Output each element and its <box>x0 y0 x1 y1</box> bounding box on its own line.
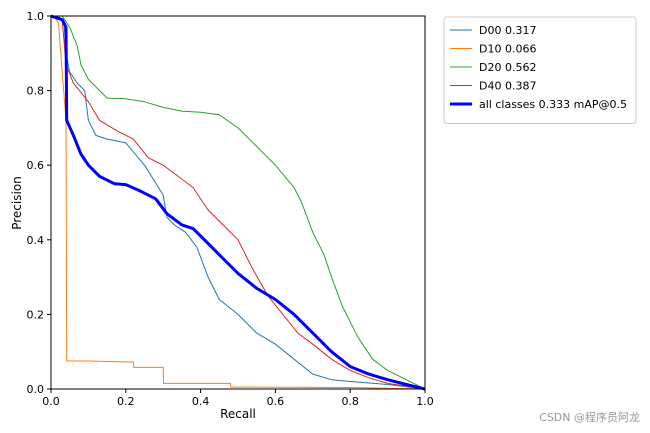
legend: D00 0.317 D10 0.066 D20 0.562 D40 0.387 all … <box>443 16 637 124</box>
x-tick-label: 0.4 <box>192 395 210 408</box>
y-tick-label: 0.2 <box>27 308 45 321</box>
axis-ticks: 0.0 0.2 0.4 0.6 0.8 1.0 0.0 0.2 0.4 0.6 0.8 1.0 <box>27 10 434 408</box>
plot-frame <box>50 15 426 390</box>
x-tick-label: 0.6 <box>267 395 285 408</box>
y-tick-label: 0.8 <box>27 85 45 98</box>
y-tick-label: 0.0 <box>27 383 45 396</box>
y-tick-label: 0.6 <box>27 159 45 172</box>
x-tick-label: 0.2 <box>117 395 135 408</box>
series-line-4 <box>51 14 425 391</box>
legend-label-0: D00 0.317 <box>479 24 536 37</box>
x-tick-label: 0.8 <box>341 395 359 408</box>
y-tick-label: 0.4 <box>27 234 45 247</box>
legend-label-3: D40 0.387 <box>479 80 536 93</box>
x-tick-label: 0.0 <box>42 395 60 408</box>
legend-label-2: D20 0.562 <box>479 61 536 74</box>
y-axis-label: Precision <box>10 176 24 230</box>
legend-label-1: D10 0.066 <box>479 43 536 56</box>
watermark-text: CSDN @程序员阿龙 <box>539 411 640 424</box>
y-tick-label: 1.0 <box>27 10 45 23</box>
series-line-2 <box>51 15 425 390</box>
legend-box <box>443 16 637 124</box>
series-line-1 <box>51 15 425 390</box>
series-line-0 <box>51 15 425 390</box>
series-line-3 <box>51 15 425 390</box>
plot-area <box>50 14 426 391</box>
x-tick-label: 1.0 <box>416 395 434 408</box>
x-axis-label: Recall <box>220 407 256 421</box>
legend-label-4: all classes 0.333 mAP@0.5 <box>479 98 627 111</box>
